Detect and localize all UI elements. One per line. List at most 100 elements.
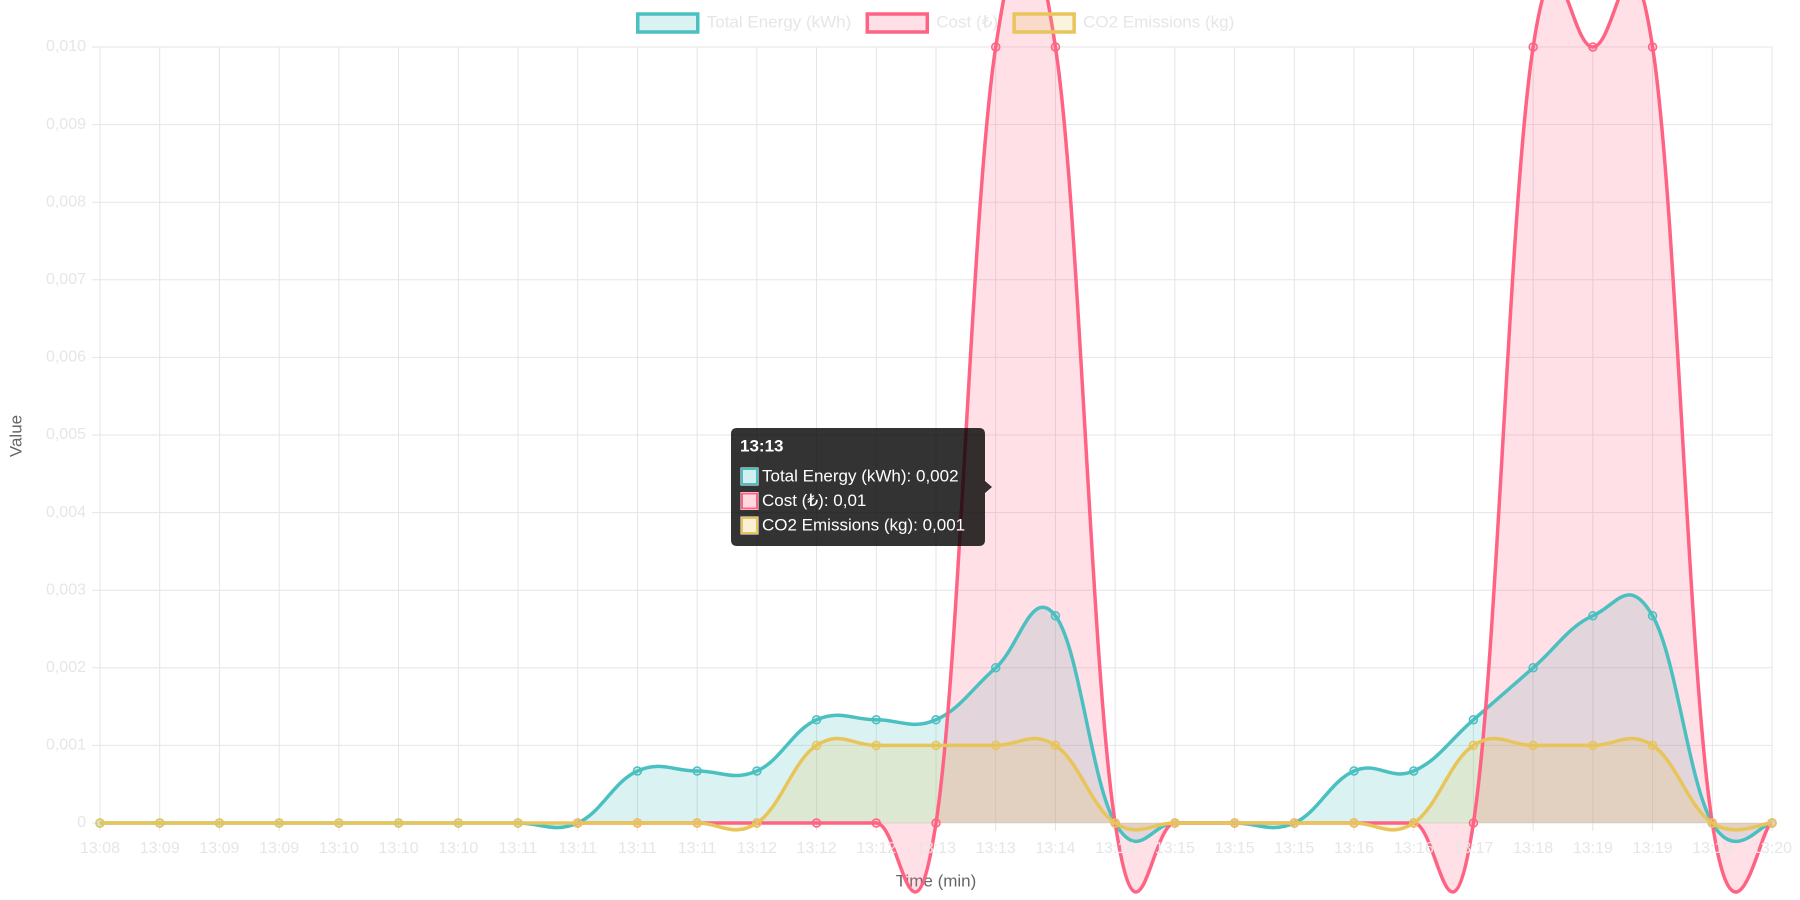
- point: [752, 766, 762, 776]
- x-tick-label: 13:19: [1692, 840, 1732, 857]
- point: [871, 740, 882, 751]
- x-tick-label: 13:10: [379, 840, 419, 857]
- y-tick-label: 0,003: [46, 581, 86, 598]
- point: [990, 663, 1001, 673]
- y-tick-label: 0,010: [46, 38, 86, 55]
- legend-label: Total Energy (kWh): [707, 12, 852, 31]
- x-tick-label: 13:14: [1095, 840, 1135, 857]
- tooltip-swatch: [741, 468, 758, 485]
- point: [632, 766, 643, 776]
- point: [931, 715, 941, 725]
- x-axis-title: Time (min): [896, 871, 977, 890]
- point: [871, 715, 882, 725]
- point: [1050, 611, 1061, 621]
- point: [1647, 611, 1658, 621]
- tooltip-title: 13:13: [740, 436, 783, 455]
- grid: [92, 46, 1773, 831]
- x-tick-label: 13:08: [80, 840, 120, 857]
- point: [513, 818, 523, 828]
- areas: [100, 0, 1772, 892]
- x-tick-label: 13:13: [916, 840, 956, 857]
- x-tick-label: 13:17: [1453, 840, 1493, 857]
- tooltip-line: Total Energy (kWh): 0,002: [762, 466, 959, 485]
- y-tick-label: 0,006: [46, 349, 86, 366]
- line: [99, 736, 1773, 832]
- x-tick-label: 13:11: [678, 840, 717, 857]
- legend-swatch: [635, 12, 700, 34]
- legend-label: Cost (₺): [936, 12, 998, 31]
- point: [811, 715, 822, 725]
- x-tick-label: 13:20: [1752, 840, 1792, 857]
- point: [692, 766, 702, 776]
- point: [1229, 818, 1240, 828]
- x-tick-label: 13:11: [618, 840, 657, 857]
- y-axis-title: Value: [6, 415, 25, 457]
- point: [1408, 818, 1419, 828]
- y-tick-label: 0: [77, 814, 86, 831]
- x-tick-label: 13:10: [438, 840, 478, 857]
- point: [990, 42, 1001, 52]
- point: [1110, 818, 1120, 828]
- point: [990, 740, 1001, 751]
- legend: Total Energy (kWh) Cost (₺) CO2 Emissions …: [635, 12, 1234, 34]
- x-tick-label: 13:15: [1215, 840, 1255, 857]
- x-tick-label: 13:10: [319, 840, 359, 857]
- point: [692, 818, 702, 828]
- tooltip-line: Cost (₺): 0,01: [762, 491, 866, 510]
- point: [154, 818, 165, 828]
- x-tick-label: 13:14: [1035, 840, 1075, 857]
- point: [1349, 818, 1359, 828]
- point: [1588, 42, 1598, 52]
- y-tick-label: 0,001: [46, 737, 86, 754]
- x-tick-label: 13:11: [558, 840, 597, 857]
- point: [1528, 42, 1538, 52]
- point: [453, 818, 464, 828]
- point: [334, 818, 344, 828]
- point: [811, 818, 822, 828]
- point: [214, 818, 225, 828]
- y-tick-label: 0,004: [46, 504, 86, 521]
- legend-label: CO2 Emissions (kg): [1083, 12, 1234, 31]
- x-tick-label: 13:18: [1513, 840, 1553, 857]
- point: [1468, 740, 1479, 751]
- x-tick-label: 13:16: [1334, 840, 1374, 857]
- point: [811, 740, 822, 751]
- y-tick-label: 0,002: [46, 659, 86, 676]
- area: [577, 0, 1772, 892]
- point: [1707, 818, 1718, 828]
- tooltip: 13:13 Total Energy (kWh): 0,002 Cost (₺): …: [731, 428, 992, 546]
- point: [1588, 740, 1598, 751]
- point: [1050, 42, 1061, 52]
- x-tick-label: 13:09: [259, 840, 299, 857]
- lines: [95, 0, 1777, 894]
- x-tick-label: 13:12: [856, 840, 896, 857]
- point: [1647, 740, 1658, 751]
- point: [393, 818, 404, 828]
- point: [931, 818, 941, 828]
- point: [1528, 663, 1538, 673]
- point: [1289, 818, 1300, 828]
- tooltip-box: [731, 428, 992, 546]
- point: [1588, 611, 1598, 621]
- area: [100, 594, 1772, 842]
- point: [1468, 715, 1479, 725]
- point: [632, 818, 643, 828]
- y-tick-label: 0,009: [46, 116, 86, 133]
- point: [1647, 42, 1658, 52]
- point: [1528, 740, 1538, 751]
- point: [274, 818, 284, 828]
- x-tick-label: 13:16: [1394, 840, 1434, 857]
- x-tick-label: 13:13: [976, 840, 1016, 857]
- point: [871, 818, 882, 828]
- y-tick-label: 0,005: [46, 426, 86, 443]
- y-tick-label: 0,008: [46, 193, 86, 210]
- point: [1767, 818, 1777, 828]
- x-tick-label: 13:12: [797, 840, 837, 857]
- tooltip-line: CO2 Emissions (kg): 0,001: [762, 515, 965, 534]
- x-tick-label: 13:09: [140, 840, 180, 857]
- point: [1050, 740, 1061, 751]
- x-tick-label: 13:15: [1155, 840, 1195, 857]
- x-tick-label: 13:11: [499, 840, 538, 857]
- point: [1349, 766, 1359, 776]
